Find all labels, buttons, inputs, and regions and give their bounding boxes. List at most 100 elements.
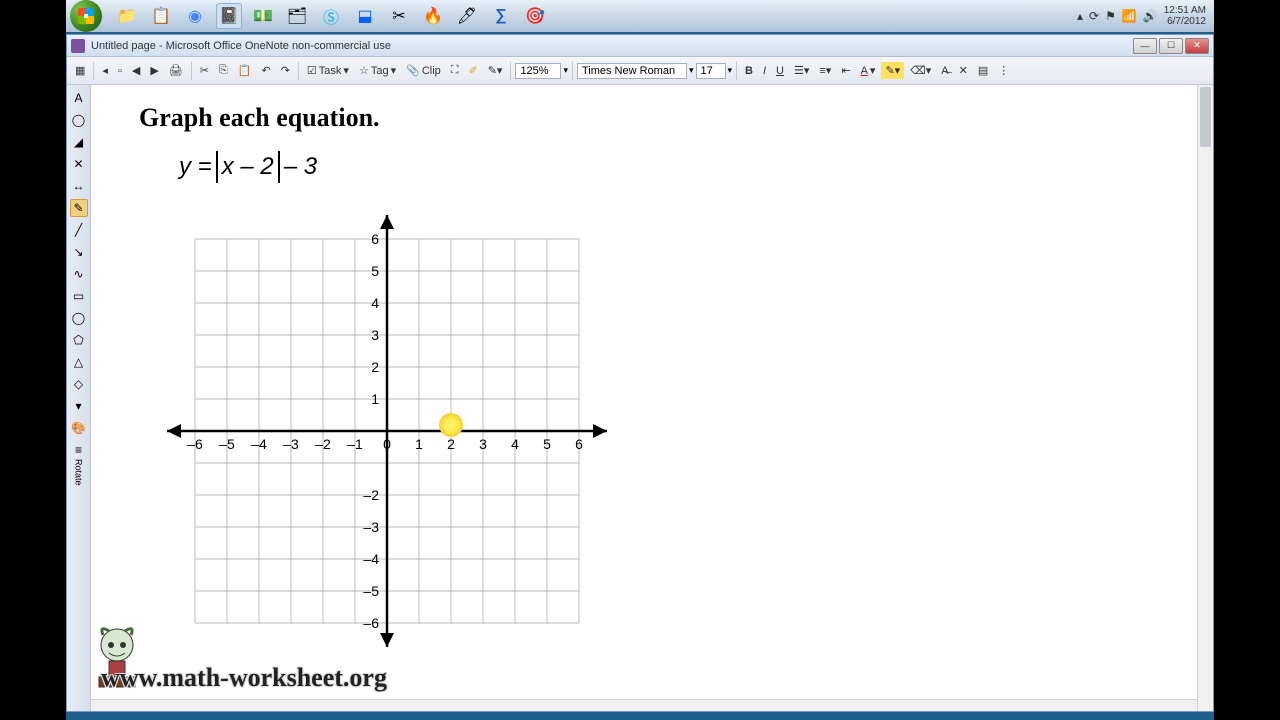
taskbar-app-chrome[interactable]: ◉ — [182, 3, 208, 29]
color-tool-icon[interactable]: 🎨 — [70, 419, 88, 437]
curve-tool-icon[interactable]: ∿ — [70, 265, 88, 283]
taskbar-app-flame[interactable]: 🔥 — [420, 3, 446, 29]
taskbar-app-notes[interactable]: 📋 — [148, 3, 174, 29]
font-color-button[interactable]: A▾ — [857, 62, 880, 79]
equation-rhs: – 3 — [284, 153, 317, 181]
taskbar-app-pen[interactable]: 🖊 — [454, 3, 480, 29]
clip-button[interactable]: 📎 Clip — [402, 62, 445, 79]
back-button[interactable]: ◂ — [98, 62, 112, 79]
bold-button[interactable]: B — [741, 63, 757, 79]
svg-text:–2: –2 — [363, 487, 379, 503]
space-tool-icon[interactable]: ↔ — [70, 177, 88, 195]
taskbar-app-target[interactable]: 🎯 — [522, 3, 548, 29]
svg-text:–5: –5 — [219, 436, 235, 452]
close-button[interactable]: ✕ — [1185, 38, 1209, 54]
equation-lhs: y = — [179, 153, 212, 181]
tag-button[interactable]: ☆ Tag ▾ — [355, 62, 400, 79]
taskbar-app-money[interactable]: 💵 — [250, 3, 276, 29]
svg-text:1: 1 — [371, 391, 379, 407]
taskbar-app-dropbox[interactable]: ⬓ — [352, 3, 378, 29]
taskbar-app-folder[interactable]: 🗂 — [284, 3, 310, 29]
svg-text:–2: –2 — [315, 436, 331, 452]
vertical-scrollbar[interactable] — [1197, 85, 1213, 711]
system-tray: ▴ ⟳ ⚑ 📶 🔊 12:51 AM 6/7/2012 — [1077, 5, 1210, 27]
toolbar: ▦ ◂ ▫ ◀ ▶ 🖨 ✂ ⎘ 📋 ↶ ↷ ☑ Task ▾ ☆ Tag ▾ 📎… — [67, 57, 1213, 85]
svg-text:–3: –3 — [363, 519, 379, 535]
start-button[interactable] — [70, 0, 102, 32]
eraser-tool-icon[interactable]: ◢ — [70, 133, 88, 151]
watermark: www.math-worksheet.org — [101, 663, 387, 693]
thickness-tool-icon[interactable]: ≡ — [70, 441, 88, 459]
ellipse-tool-icon[interactable]: ◯ — [70, 309, 88, 327]
svg-text:6: 6 — [371, 231, 379, 247]
taskbar-app-skype[interactable]: Ⓢ — [318, 3, 344, 29]
maximize-button[interactable]: ☐ — [1159, 38, 1183, 54]
line-tool-icon[interactable]: ╱ — [70, 221, 88, 239]
new-page-button[interactable]: ▫ — [114, 63, 126, 79]
underline-button[interactable]: U — [772, 63, 788, 79]
clear-format-button[interactable]: A̶ — [937, 63, 952, 79]
redo-button[interactable]: ↷ — [277, 62, 294, 79]
outdent-button[interactable]: ⇤ — [837, 62, 854, 79]
svg-text:2: 2 — [371, 359, 379, 375]
rotate-tool-icon[interactable]: Rotate — [70, 463, 88, 481]
pen-tool-button[interactable]: ✎▾ — [484, 62, 507, 79]
window-title: Untitled page - Microsoft Office OneNote… — [91, 40, 391, 52]
taskbar-app-snip[interactable]: ✂ — [386, 3, 412, 29]
rect-tool-icon[interactable]: ▭ — [70, 287, 88, 305]
clock[interactable]: 12:51 AM 6/7/2012 — [1164, 5, 1210, 27]
svg-text:1: 1 — [415, 436, 423, 452]
tray-flag-icon[interactable]: ⚑ — [1105, 9, 1116, 23]
italic-button[interactable]: I — [759, 63, 770, 79]
page-heading: Graph each equation. — [139, 103, 1165, 133]
cut-button[interactable]: ✂ — [196, 62, 213, 79]
svg-text:0: 0 — [383, 436, 391, 452]
pen-tool-icon[interactable]: ✎ — [70, 199, 88, 217]
more-shapes-icon[interactable]: ▾ — [70, 397, 88, 415]
taskbar-app-math[interactable]: ∑ — [488, 3, 514, 29]
fullscreen-button[interactable]: ⛶ — [447, 62, 463, 79]
svg-text:4: 4 — [511, 436, 519, 452]
lasso-tool-icon[interactable]: ◯ — [70, 111, 88, 129]
text-tool-icon[interactable]: A — [70, 89, 88, 107]
toolbar-menu-icon[interactable]: ▦ — [71, 62, 89, 79]
numbering-button[interactable]: ≡▾ — [815, 62, 835, 79]
font-size-input[interactable] — [696, 63, 726, 79]
bullets-button[interactable]: ☰▾ — [790, 62, 813, 79]
equation-abs: x – 2 — [222, 153, 274, 181]
more-button[interactable]: ⋮ — [994, 62, 1013, 79]
copy-button[interactable]: ⎘ — [215, 62, 232, 79]
poly-tool-icon[interactable]: ⬠ — [70, 331, 88, 349]
zoom-input[interactable] — [515, 63, 561, 79]
insert-button[interactable]: ▤ — [974, 62, 992, 79]
eraser-button[interactable]: ⌫▾ — [906, 62, 935, 79]
print-button[interactable]: 🖨 — [165, 62, 187, 79]
font-name-input[interactable] — [577, 63, 687, 79]
diamond-tool-icon[interactable]: ◇ — [70, 375, 88, 393]
tray-sync-icon[interactable]: ⟳ — [1089, 9, 1099, 23]
svg-text:–4: –4 — [363, 551, 379, 567]
delete-tool-icon[interactable]: ✕ — [70, 155, 88, 173]
tray-chevron-icon[interactable]: ▴ — [1077, 9, 1083, 23]
paste-button[interactable]: 📋 — [234, 62, 256, 79]
highlight-tool-button[interactable]: ✐ — [464, 62, 481, 79]
taskbar-app-onenote[interactable]: 📓 — [216, 3, 242, 29]
onenote-window: Untitled page - Microsoft Office OneNote… — [66, 34, 1214, 712]
triangle-tool-icon[interactable]: △ — [70, 353, 88, 371]
svg-text:6: 6 — [575, 436, 583, 452]
nav-fwd-button[interactable]: ▶ — [146, 62, 162, 79]
taskbar-app-explorer[interactable]: 📁 — [114, 3, 140, 29]
delete-button[interactable]: ✕ — [955, 62, 972, 79]
page-canvas[interactable]: Graph each equation. y = x – 2 – 3 –6–5–… — [91, 85, 1213, 711]
tray-volume-icon[interactable]: 🔊 — [1143, 9, 1158, 23]
horizontal-scrollbar[interactable] — [91, 699, 1197, 711]
tray-network-icon[interactable]: 📶 — [1122, 9, 1137, 23]
nav-back-button[interactable]: ◀ — [128, 62, 144, 79]
side-toolbar: A ◯ ◢ ✕ ↔ ✎ ╱ ↘ ∿ ▭ ◯ ⬠ △ ◇ ▾ 🎨 ≡ Rotate — [67, 85, 91, 711]
arrow-tool-icon[interactable]: ↘ — [70, 243, 88, 261]
highlight-color-button[interactable]: ✎▾ — [881, 62, 904, 79]
task-button[interactable]: ☑ Task ▾ — [303, 62, 353, 79]
undo-button[interactable]: ↶ — [257, 62, 274, 79]
equation: y = x – 2 – 3 — [179, 151, 1165, 183]
minimize-button[interactable]: — — [1133, 38, 1157, 54]
